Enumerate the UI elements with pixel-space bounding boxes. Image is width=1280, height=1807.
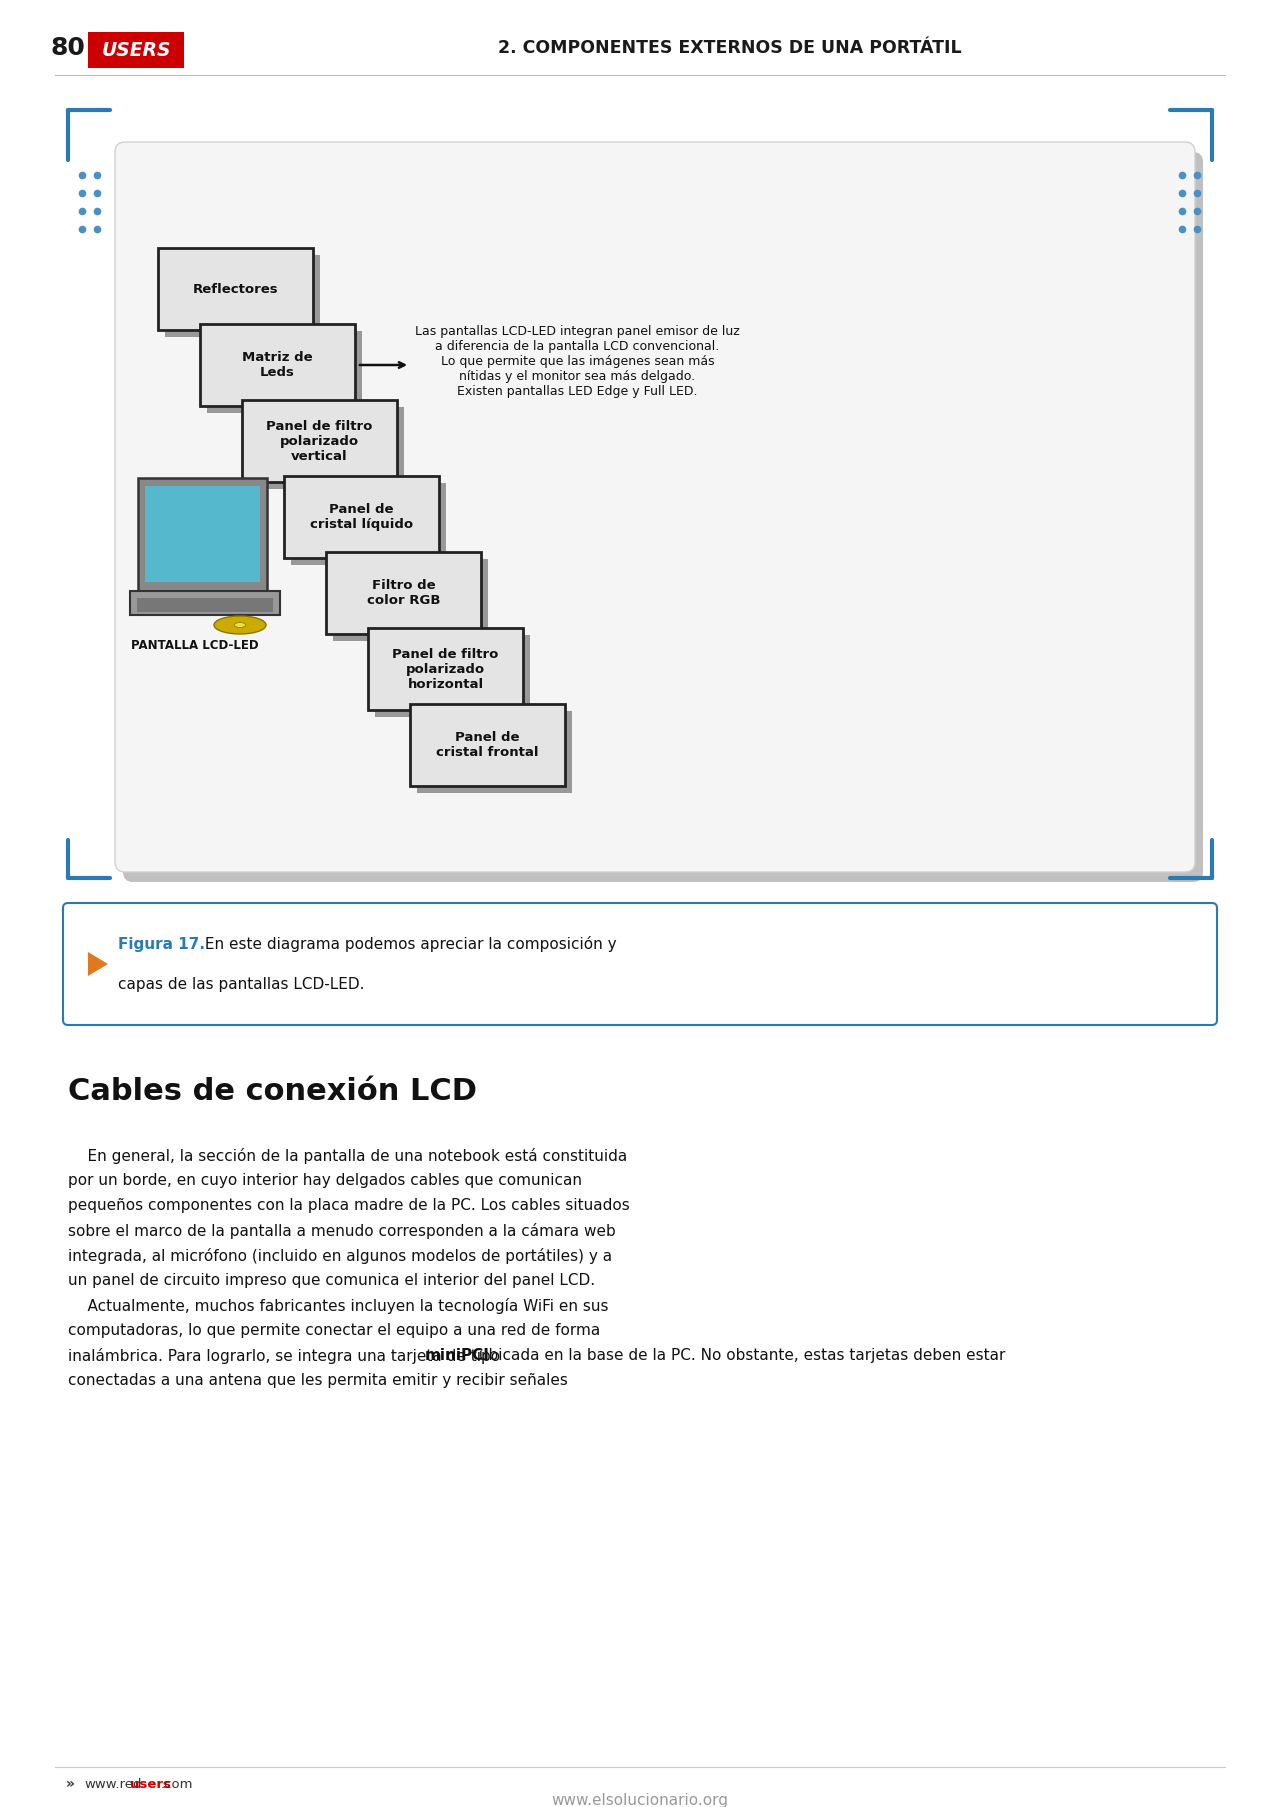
FancyBboxPatch shape: [123, 152, 1203, 882]
Text: pequeños componentes con la placa madre de la PC. Los cables situados: pequeños componentes con la placa madre …: [68, 1198, 630, 1212]
FancyBboxPatch shape: [369, 629, 524, 710]
FancyBboxPatch shape: [157, 248, 314, 331]
Text: USERS: USERS: [101, 40, 170, 60]
Text: capas de las pantallas LCD-LED.: capas de las pantallas LCD-LED.: [118, 976, 365, 992]
Text: »: »: [67, 1776, 74, 1791]
Ellipse shape: [234, 622, 246, 627]
Text: conectadas a una antena que les permita emitir y recibir señales: conectadas a una antena que les permita …: [68, 1373, 568, 1388]
FancyBboxPatch shape: [137, 598, 273, 613]
FancyBboxPatch shape: [284, 475, 439, 558]
FancyBboxPatch shape: [250, 407, 404, 490]
Text: En este diagrama podemos apreciar la composición y: En este diagrama podemos apreciar la com…: [200, 936, 617, 952]
Text: www.elsolucionario.org: www.elsolucionario.org: [552, 1793, 728, 1807]
Text: Panel de filtro
polarizado
vertical: Panel de filtro polarizado vertical: [266, 419, 372, 463]
FancyBboxPatch shape: [375, 634, 530, 717]
FancyBboxPatch shape: [145, 486, 260, 582]
Text: Figura 17.: Figura 17.: [118, 936, 205, 952]
FancyBboxPatch shape: [200, 323, 355, 407]
Text: computadoras, lo que permite conectar el equipo a una red de forma: computadoras, lo que permite conectar el…: [68, 1323, 600, 1337]
FancyBboxPatch shape: [326, 551, 481, 634]
FancyBboxPatch shape: [207, 331, 362, 414]
Text: Panel de filtro
polarizado
horizontal: Panel de filtro polarizado horizontal: [392, 647, 499, 690]
Text: users: users: [131, 1778, 170, 1791]
FancyBboxPatch shape: [333, 558, 488, 641]
Text: Las pantallas LCD-LED integran panel emisor de luz
a diferencia de la pantalla L: Las pantallas LCD-LED integran panel emi…: [415, 325, 740, 398]
Text: Matriz de
Leds: Matriz de Leds: [242, 351, 312, 379]
Text: ubicada en la base de la PC. No obstante, estas tarjetas deben estar: ubicada en la base de la PC. No obstante…: [474, 1348, 1005, 1362]
Text: Cables de conexión LCD: Cables de conexión LCD: [68, 1077, 477, 1106]
FancyBboxPatch shape: [165, 255, 320, 336]
Text: 80: 80: [51, 36, 86, 60]
Text: integrada, al micrófono (incluido en algunos modelos de portátiles) y a: integrada, al micrófono (incluido en alg…: [68, 1249, 612, 1265]
FancyBboxPatch shape: [88, 33, 184, 69]
Text: PANTALLA LCD-LED: PANTALLA LCD-LED: [131, 638, 259, 652]
Text: 2. COMPONENTES EXTERNOS DE UNA PORTÁTIL: 2. COMPONENTES EXTERNOS DE UNA PORTÁTIL: [498, 40, 961, 58]
FancyBboxPatch shape: [131, 591, 280, 614]
FancyBboxPatch shape: [417, 710, 572, 793]
Polygon shape: [88, 952, 108, 976]
Text: Panel de
cristal frontal: Panel de cristal frontal: [436, 732, 539, 759]
Text: por un borde, en cuyo interior hay delgados cables que comunican: por un borde, en cuyo interior hay delga…: [68, 1173, 582, 1187]
Text: Reflectores: Reflectores: [193, 282, 278, 296]
FancyBboxPatch shape: [63, 904, 1217, 1025]
Text: Panel de
cristal líquido: Panel de cristal líquido: [310, 502, 413, 531]
Text: www.red: www.red: [84, 1778, 142, 1791]
Text: Filtro de
color RGB: Filtro de color RGB: [367, 578, 440, 607]
Text: miniPCI: miniPCI: [425, 1348, 490, 1362]
Text: inalámbrica. Para lograrlo, se integra una tarjeta de tipo: inalámbrica. Para lograrlo, se integra u…: [68, 1348, 506, 1364]
Text: sobre el marco de la pantalla a menudo corresponden a la cámara web: sobre el marco de la pantalla a menudo c…: [68, 1223, 616, 1240]
Ellipse shape: [214, 616, 266, 634]
FancyBboxPatch shape: [242, 399, 397, 482]
Text: .com: .com: [161, 1778, 193, 1791]
Text: Actualmente, muchos fabricantes incluyen la tecnología WiFi en sus: Actualmente, muchos fabricantes incluyen…: [68, 1297, 608, 1314]
Text: En general, la sección de la pantalla de una notebook está constituida: En general, la sección de la pantalla de…: [68, 1147, 627, 1164]
FancyBboxPatch shape: [291, 482, 445, 566]
FancyBboxPatch shape: [115, 143, 1196, 873]
FancyBboxPatch shape: [410, 705, 564, 786]
FancyBboxPatch shape: [138, 479, 268, 593]
Text: un panel de circuito impreso que comunica el interior del panel LCD.: un panel de circuito impreso que comunic…: [68, 1272, 595, 1288]
